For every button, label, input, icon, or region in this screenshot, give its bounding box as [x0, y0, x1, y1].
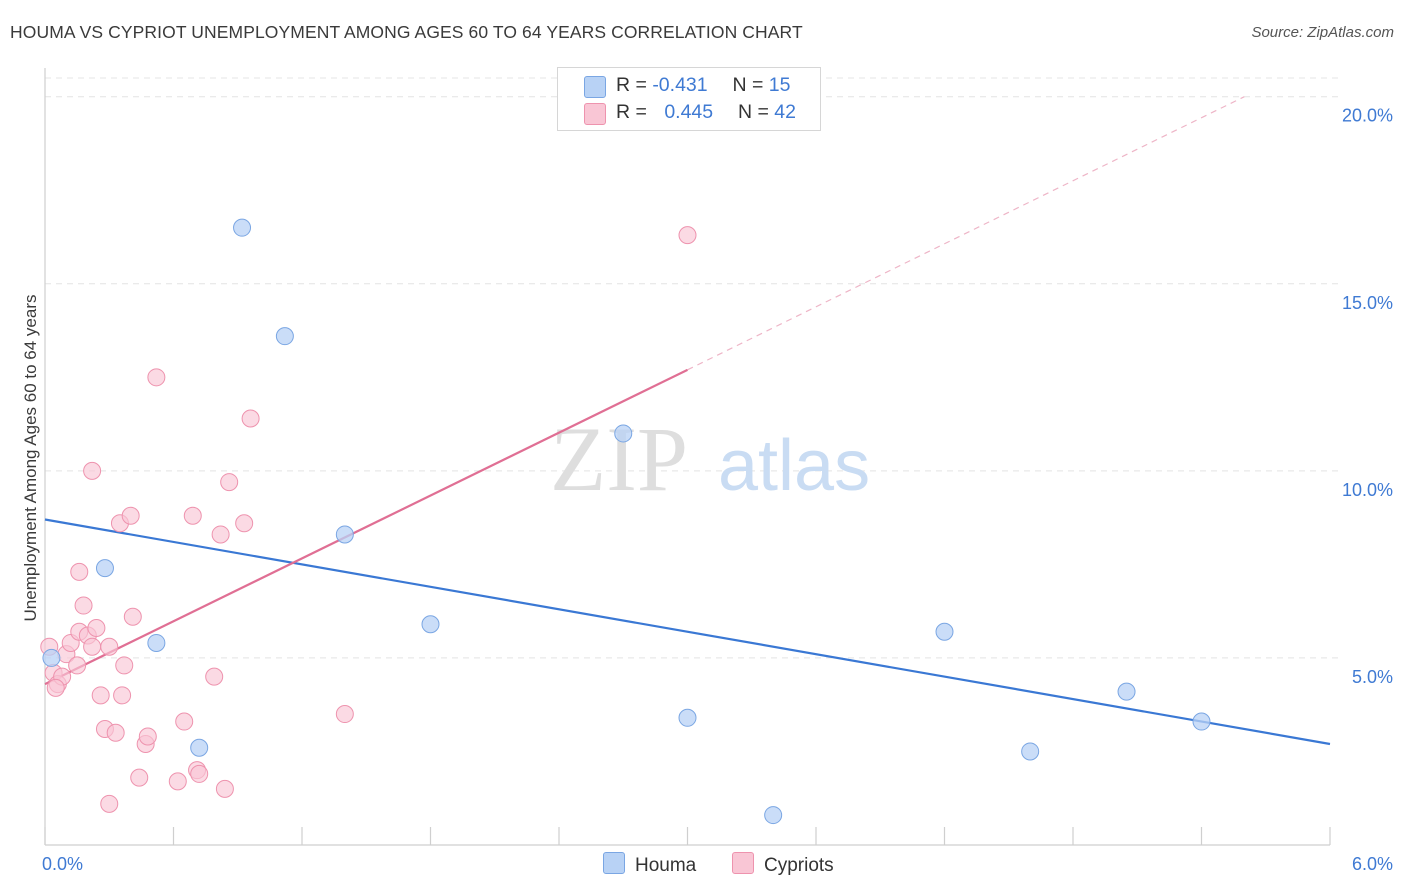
point-houma-1: [95, 559, 114, 578]
y-tick-label-1: 10.0%: [1342, 480, 1393, 500]
point-houma-8: [614, 424, 633, 443]
point-houma-10: [764, 806, 783, 825]
point-cypriots-11: [83, 637, 102, 656]
point-houma-6: [335, 525, 354, 544]
legend-n-label-houma: N =: [732, 74, 764, 96]
point-houma-0: [42, 648, 61, 667]
point-cypriots-20: [113, 686, 132, 705]
point-cypriots-34: [211, 525, 230, 544]
chart-title: HOUMA VS CYPRIOT UNEMPLOYMENT AMONG AGES…: [10, 22, 803, 42]
point-houma-13: [1117, 682, 1136, 701]
legend-r-value-cypriots: 0.445: [664, 101, 714, 123]
point-houma-12: [1021, 742, 1040, 761]
legend-box: R = -0.431 N = 15 R = 0.445 N = 42: [557, 67, 821, 131]
point-cypriots-14: [91, 686, 110, 705]
point-cypriots-26: [138, 727, 157, 746]
point-houma-4: [233, 218, 252, 237]
legend-text-cypriots: R = 0.445 N = 42: [616, 101, 796, 124]
legend-r-label-houma: R =: [616, 74, 647, 96]
point-cypriots-8: [70, 562, 89, 581]
point-houma-3: [190, 738, 209, 757]
point-cypriots-6: [68, 656, 87, 675]
point-cypriots-32: [190, 764, 209, 783]
point-cypriots-16: [100, 794, 119, 813]
point-cypriots-39: [335, 705, 354, 724]
grid-lines: [45, 77, 1340, 659]
legend-r-label-cypriots: R =: [616, 101, 647, 123]
point-cypriots-24: [130, 768, 149, 787]
point-houma-7: [421, 615, 440, 634]
point-cypriots-9: [74, 596, 93, 615]
data-points: [40, 218, 1211, 825]
y-tick-label-0: 5.0%: [1352, 667, 1393, 687]
point-cypriots-18: [106, 723, 125, 742]
point-cypriots-21: [115, 656, 134, 675]
watermark: ZIP atlas: [550, 408, 870, 510]
point-houma-9: [678, 708, 697, 727]
point-houma-11: [935, 622, 954, 641]
point-cypriots-13: [87, 618, 106, 637]
point-cypriots-28: [168, 772, 187, 791]
bottom-legend-swatch-houma: [603, 852, 625, 874]
legend-n-label-cypriots: N =: [737, 101, 769, 123]
point-cypriots-37: [235, 514, 254, 533]
trend-line-cypriots-extension: [687, 96, 1245, 371]
point-cypriots-23: [123, 607, 142, 626]
point-cypriots-17: [100, 637, 119, 656]
point-houma-2: [147, 633, 166, 652]
watermark-zip: ZIP: [550, 408, 688, 510]
point-cypriots-12: [83, 461, 102, 480]
legend-n-value-houma: 15: [768, 74, 791, 96]
point-houma-5: [275, 327, 294, 346]
watermark-atlas: atlas: [718, 426, 870, 506]
point-cypriots-22: [121, 506, 140, 525]
source-label: Source: ZipAtlas.com: [1251, 24, 1394, 41]
point-cypriots-41: [46, 678, 65, 697]
legend-r-value-houma: -0.431: [652, 74, 708, 96]
point-cypriots-38: [241, 409, 260, 428]
x-tick-label-0: 0.0%: [42, 854, 83, 874]
bottom-legend-cypriots: Cypriots: [732, 852, 834, 877]
bottom-legend-label-cypriots: Cypriots: [764, 855, 834, 876]
legend-text-houma: R = -0.431 N = 15: [616, 74, 790, 97]
point-cypriots-29: [175, 712, 194, 731]
bottom-legend-swatch-cypriots: [732, 852, 754, 874]
tick-labels: 5.0% 10.0% 15.0% 20.0% 0.0% 6.0%: [42, 106, 1393, 874]
y-tick-label-3: 20.0%: [1342, 106, 1393, 126]
trend-lines: [44, 96, 1331, 746]
bottom-legend-label-houma: Houma: [635, 855, 697, 876]
trend-line-cypriots: [44, 368, 688, 686]
x-tick-label-1: 6.0%: [1352, 854, 1393, 874]
point-cypriots-30: [183, 506, 202, 525]
y-axis-label: Unemployment Among Ages 60 to 64 years: [21, 295, 40, 622]
point-houma-14: [1192, 712, 1211, 731]
point-cypriots-40: [678, 226, 697, 245]
point-cypriots-27: [147, 368, 166, 387]
point-cypriots-33: [205, 667, 224, 686]
legend-n-value-cypriots: 42: [774, 101, 796, 123]
y-tick-label-2: 15.0%: [1342, 293, 1393, 313]
point-cypriots-36: [220, 473, 239, 492]
bottom-legend-houma: Houma: [603, 852, 696, 877]
trend-line-houma: [44, 518, 1331, 746]
legend-swatch-cypriots: [584, 103, 606, 125]
point-cypriots-35: [215, 779, 234, 798]
axes: [44, 68, 1331, 846]
legend-swatch-houma: [584, 76, 606, 98]
